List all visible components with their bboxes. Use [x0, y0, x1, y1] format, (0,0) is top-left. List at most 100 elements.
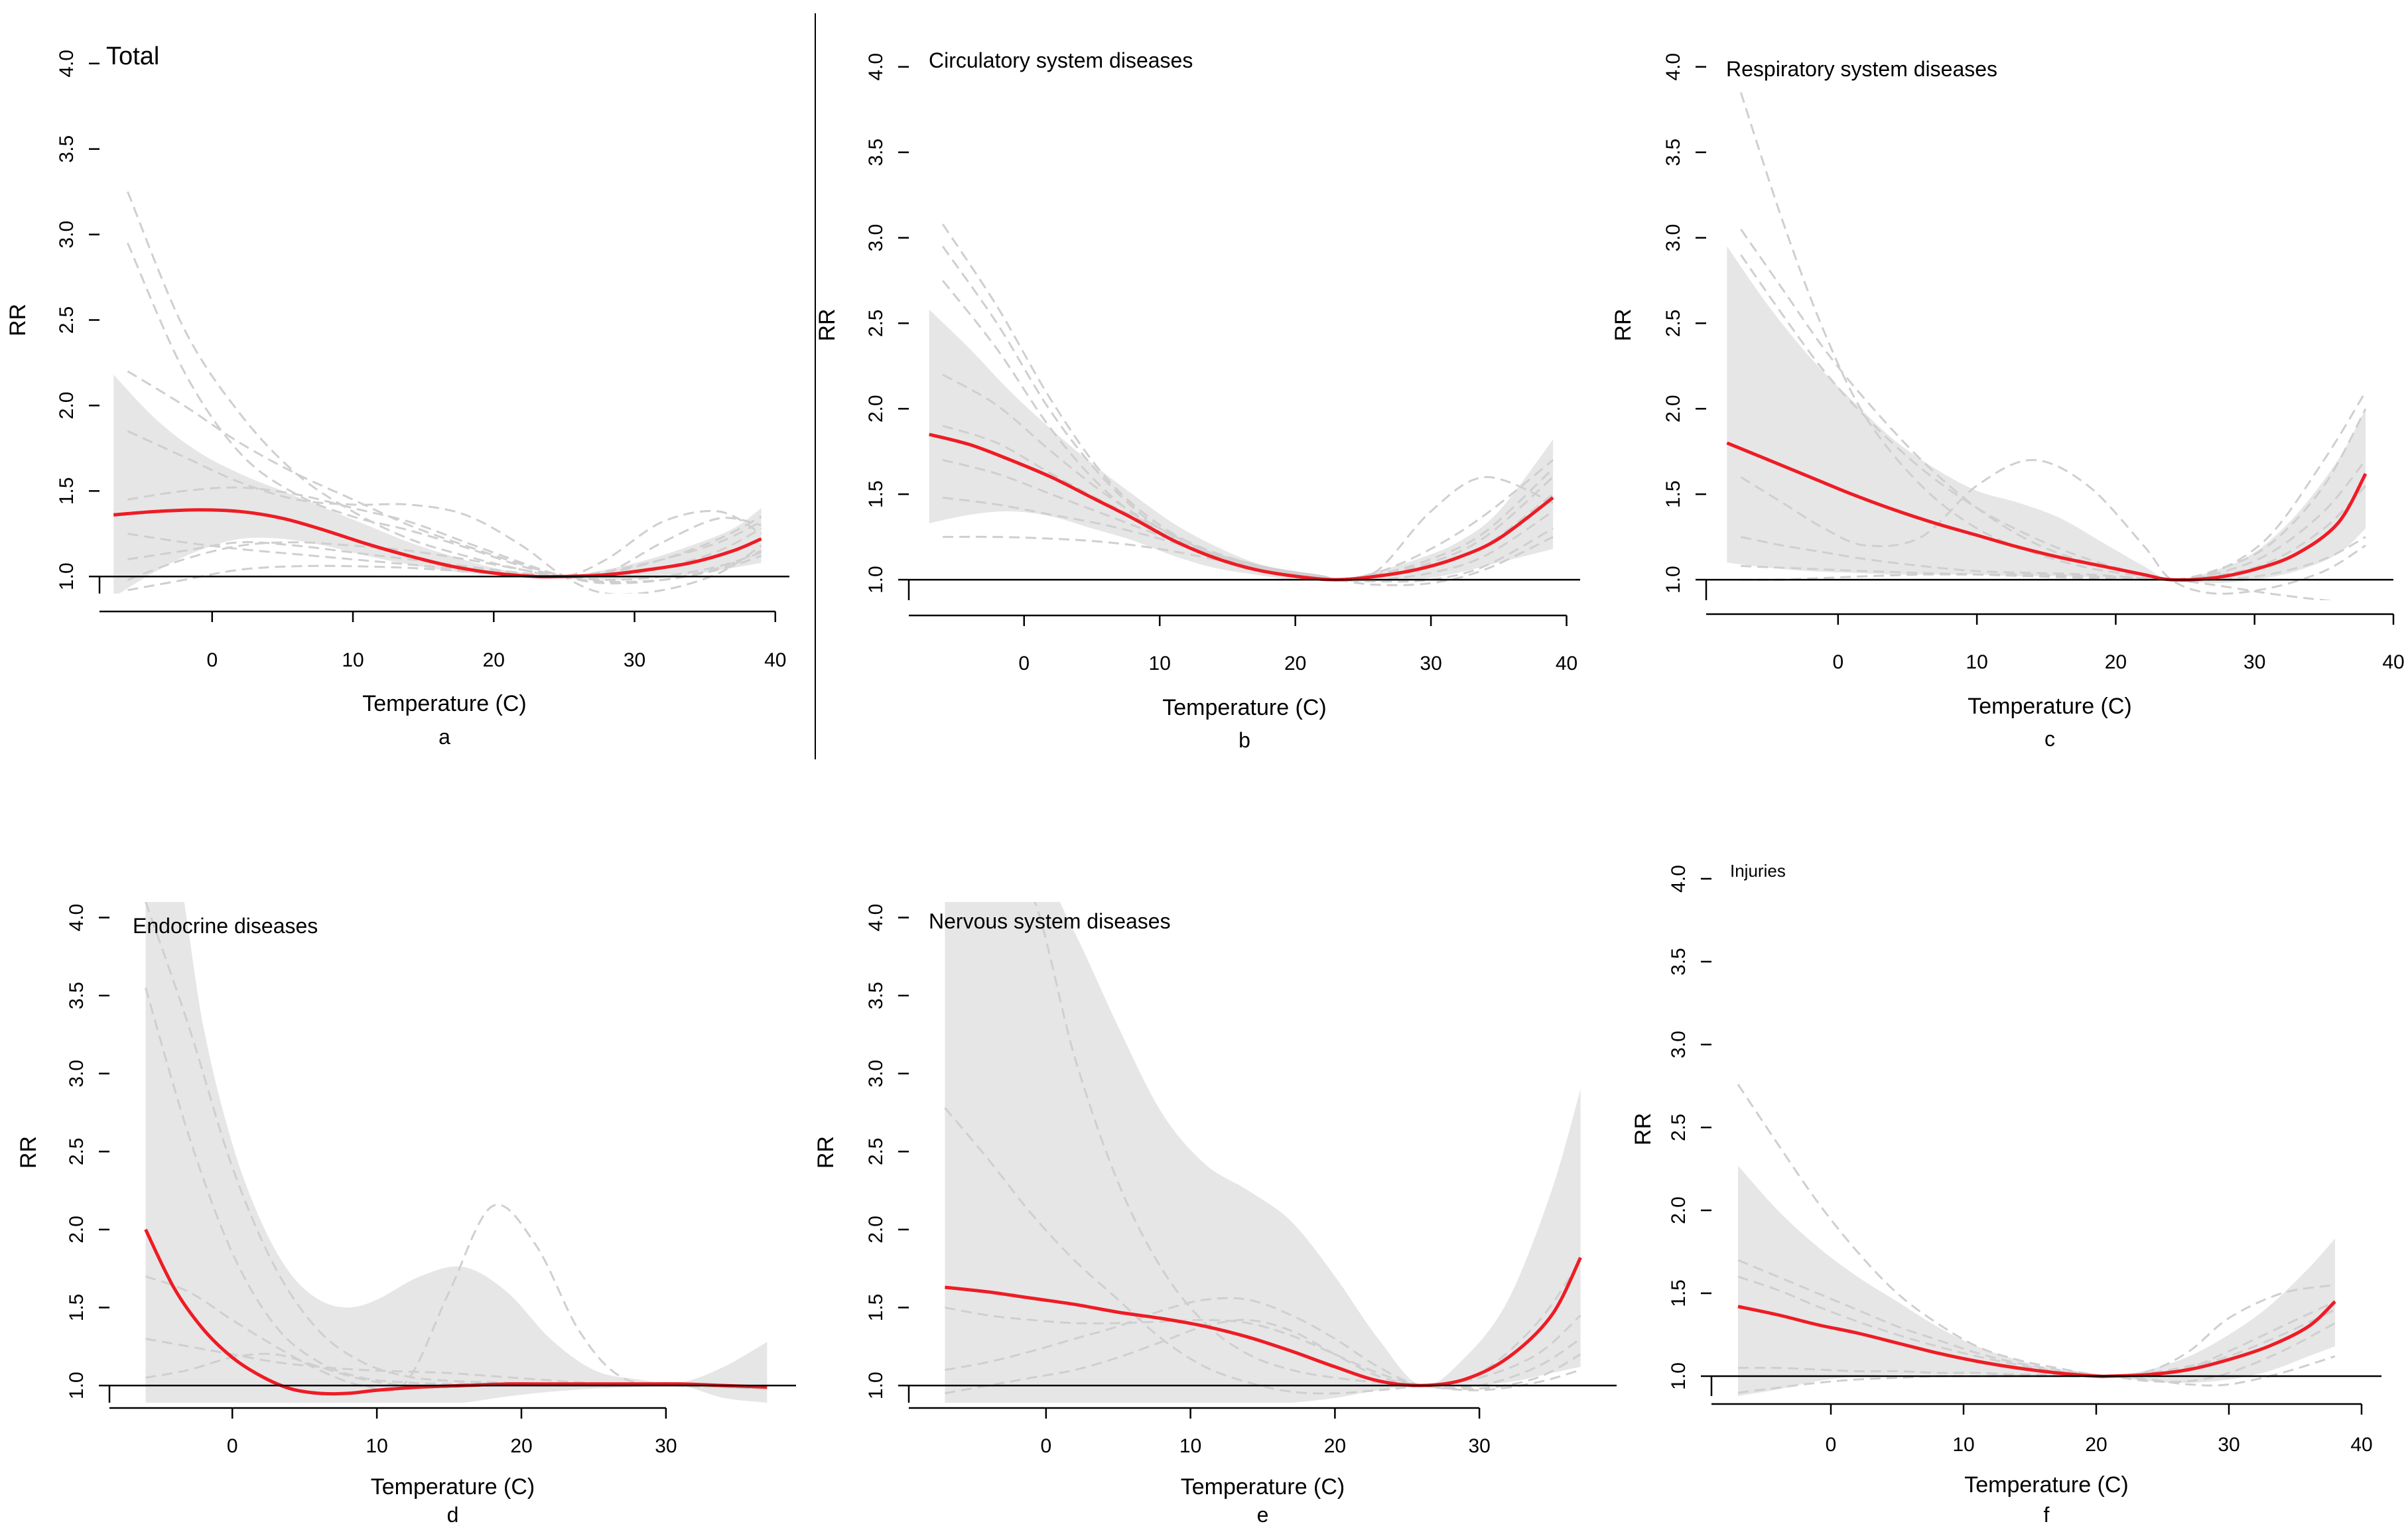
- x-axis-label: Temperature (C): [1181, 1474, 1345, 1500]
- city-curve: [1737, 1259, 2336, 1378]
- x-tick-label: 10: [1952, 1434, 1974, 1456]
- x-tick-label: 0: [1826, 1434, 1837, 1456]
- y-axis-label: RR: [1631, 1113, 1656, 1145]
- ci-band: [1727, 246, 2366, 584]
- y-tick-label: 2.0: [1668, 1196, 1690, 1224]
- y-tick-label: 3.0: [66, 1060, 88, 1088]
- x-axis: 0 10 20 30 40: [1706, 613, 2405, 673]
- city-curve: [941, 224, 1554, 581]
- y-tick-label: 1.0: [865, 566, 887, 594]
- y-axis: 1.0 1.5 2.0 2.5 3.0 3.5 4.0: [865, 53, 910, 600]
- y-tick-label: 3.5: [56, 135, 78, 163]
- y-tick-label: 3.0: [1668, 1031, 1690, 1058]
- y-tick-label: 4.0: [865, 53, 887, 81]
- x-tick-label: 20: [2105, 651, 2127, 673]
- x-tick-label: 20: [510, 1435, 532, 1457]
- city-curve: [1737, 1355, 2336, 1387]
- city-curve: [943, 535, 1554, 586]
- y-tick-label: 1.0: [1668, 1362, 1690, 1390]
- y-tick-label: 2.5: [865, 1137, 887, 1165]
- x-axis-label: Temperature (C): [1968, 694, 2132, 719]
- panel-f: 1.0 1.5 2.0 2.5 3.0 3.5 4.0 RR 0 10 20 30 40 Temperat…: [1631, 861, 2381, 1527]
- x-tick-label: 20: [1284, 653, 1306, 674]
- x-tick-label: 30: [2218, 1434, 2240, 1456]
- pooled-rr-curve: [144, 1228, 768, 1396]
- y-tick-label: 3.0: [865, 1060, 887, 1088]
- x-tick-label: 30: [624, 649, 645, 671]
- panel-label: e: [1257, 1503, 1269, 1527]
- panel-e: 1.0 1.5 2.0 2.5 3.0 3.5 4.0 RR 0 10 20 30 Temperatur…: [813, 902, 1617, 1527]
- panel-label: b: [1238, 728, 1250, 752]
- y-tick-label: 3.5: [66, 982, 88, 1009]
- y-tick-label: 1.0: [1662, 566, 1684, 594]
- y-tick-label: 1.5: [1662, 480, 1684, 508]
- x-tick-label: 20: [2085, 1434, 2107, 1456]
- y-tick-label: 3.0: [56, 221, 78, 249]
- x-tick-label: 20: [1324, 1435, 1346, 1457]
- y-tick-label: 2.5: [1668, 1114, 1690, 1141]
- y-tick-label: 2.0: [865, 395, 887, 422]
- y-tick-label: 1.0: [56, 562, 78, 590]
- city-curve: [127, 510, 762, 581]
- y-axis-label: RR: [16, 1136, 41, 1169]
- x-tick-label: 10: [1179, 1435, 1201, 1457]
- y-tick-label: 2.0: [865, 1216, 887, 1244]
- x-axis-label: Temperature (C): [1964, 1472, 2129, 1498]
- panel-d: 1.0 1.5 2.0 2.5 3.0 3.5 4.0 RR 0 10 20 30 Temperatur…: [16, 902, 796, 1527]
- x-tick-label: 30: [1468, 1435, 1490, 1457]
- city-curve: [1737, 1275, 2336, 1383]
- panel-label: a: [438, 725, 450, 749]
- city-curve: [127, 486, 762, 585]
- y-axis: 1.0 1.5 2.0 2.5 3.0 3.5 4.0: [1662, 53, 1707, 600]
- panel-b: 1.0 1.5 2.0 2.5 3.0 3.5 4.0 RR 0 10 20 30 40 Temperat…: [815, 48, 1580, 752]
- ci-band: [945, 902, 1581, 1403]
- plot-area: [944, 902, 1582, 1403]
- y-tick-label: 1.5: [865, 480, 887, 508]
- y-axis: 1.0 1.5 2.0 2.5 3.0 3.5 4.0: [56, 50, 101, 594]
- y-tick-label: 2.5: [66, 1137, 88, 1165]
- x-tick-label: 40: [2382, 651, 2404, 673]
- x-tick-label: 10: [1149, 653, 1171, 674]
- x-tick-label: 30: [1420, 653, 1441, 674]
- y-tick-label: 1.0: [66, 1372, 88, 1399]
- city-curve: [945, 1297, 1581, 1389]
- panel-label: d: [447, 1503, 459, 1527]
- y-tick-label: 2.0: [66, 1216, 88, 1244]
- pooled-rr-curve: [929, 432, 1554, 582]
- y-tick-label: 3.0: [1662, 224, 1684, 252]
- x-tick-label: 40: [1556, 653, 1577, 674]
- pooled-rr-curve: [1737, 1300, 2336, 1378]
- panel-a: 1.0 1.5 2.0 2.5 3.0 3.5 4.0 RR 0 10 20 30 40 Temperat…: [5, 42, 789, 749]
- city-curve: [1741, 564, 2334, 600]
- pooled-rr-curve: [945, 1257, 1582, 1387]
- y-axis-label: RR: [5, 304, 31, 336]
- y-tick-label: 1.5: [865, 1294, 887, 1322]
- x-axis: 0 10 20 30 40: [100, 610, 786, 671]
- plot-area: [113, 191, 762, 594]
- x-tick-label: 0: [206, 649, 218, 671]
- city-curve: [945, 1307, 1581, 1390]
- panel-label: c: [2044, 727, 2055, 751]
- pooled-rr-curve: [113, 508, 762, 579]
- ci-band: [145, 902, 768, 1403]
- ci-band: [929, 309, 1554, 582]
- pooled-rr-curve: [1726, 441, 2368, 582]
- city-curve: [127, 521, 762, 592]
- x-tick-label: 10: [1966, 651, 1987, 673]
- y-tick-label: 3.5: [1662, 139, 1684, 166]
- panel-title: Endocrine diseases: [133, 914, 318, 938]
- y-axis: 1.0 1.5 2.0 2.5 3.0 3.5 4.0: [1668, 865, 1713, 1396]
- panel-label: f: [2044, 1503, 2050, 1527]
- city-curve: [127, 430, 762, 594]
- y-tick-label: 4.0: [865, 904, 887, 932]
- panel-title: Circulatory system diseases: [929, 48, 1193, 72]
- x-tick-label: 0: [1832, 651, 1843, 673]
- y-tick-label: 4.0: [66, 904, 88, 932]
- y-tick-label: 3.0: [865, 224, 887, 252]
- panel-c: 1.0 1.5 2.0 2.5 3.0 3.5 4.0 RR 0 10 20 30 40 Temperat…: [1611, 53, 2405, 751]
- city-curve: [1740, 254, 2367, 581]
- x-tick-label: 0: [1018, 653, 1030, 674]
- y-tick-label: 4.0: [56, 50, 78, 78]
- x-tick-label: 40: [764, 649, 786, 671]
